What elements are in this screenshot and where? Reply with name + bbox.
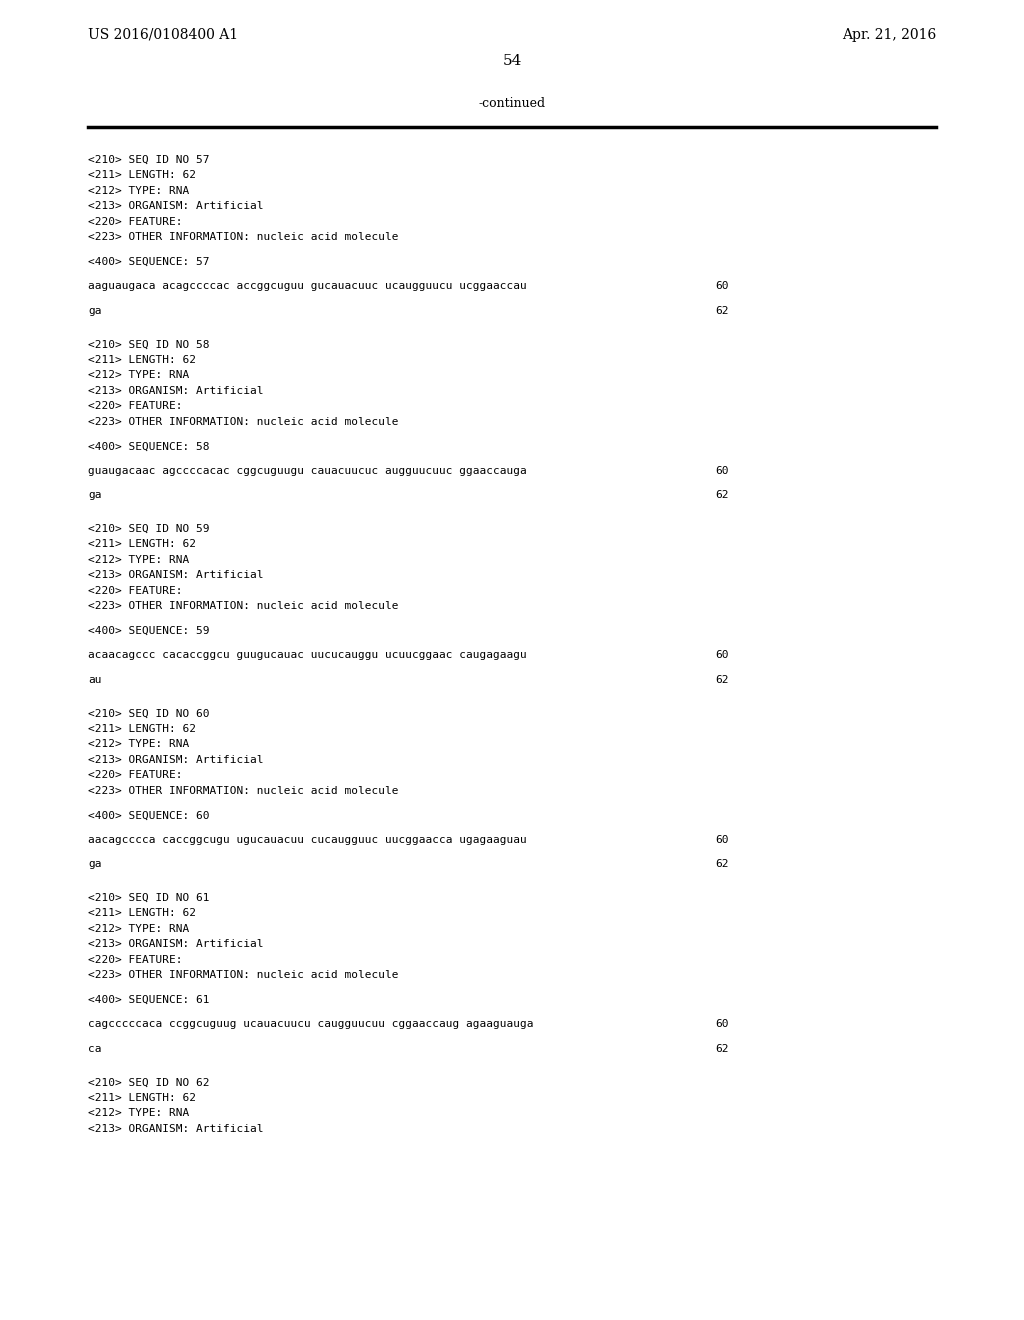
Text: <210> SEQ ID NO 60: <210> SEQ ID NO 60 (88, 709, 210, 718)
Text: <210> SEQ ID NO 62: <210> SEQ ID NO 62 (88, 1077, 210, 1088)
Text: cagcccccaca ccggcuguug ucauacuucu caugguucuu cggaaccaug agaaguauga: cagcccccaca ccggcuguug ucauacuucu cauggu… (88, 1019, 534, 1030)
Text: 54: 54 (503, 54, 521, 69)
Text: 62: 62 (715, 859, 728, 870)
Text: ga: ga (88, 306, 101, 315)
Text: ca: ca (88, 1044, 101, 1053)
Text: ga: ga (88, 491, 101, 500)
Text: <400> SEQUENCE: 60: <400> SEQUENCE: 60 (88, 810, 210, 821)
Text: au: au (88, 675, 101, 685)
Text: <210> SEQ ID NO 59: <210> SEQ ID NO 59 (88, 524, 210, 535)
Text: <211> LENGTH: 62: <211> LENGTH: 62 (88, 540, 196, 549)
Text: 60: 60 (715, 651, 728, 660)
Text: <211> LENGTH: 62: <211> LENGTH: 62 (88, 355, 196, 366)
Text: <400> SEQUENCE: 57: <400> SEQUENCE: 57 (88, 257, 210, 267)
Text: 60: 60 (715, 281, 728, 292)
Text: <213> ORGANISM: Artificial: <213> ORGANISM: Artificial (88, 385, 263, 396)
Text: <223> OTHER INFORMATION: nucleic acid molecule: <223> OTHER INFORMATION: nucleic acid mo… (88, 417, 398, 426)
Text: aacagcccca caccggcugu ugucauacuu cucaugguuc uucggaacca ugagaaguau: aacagcccca caccggcugu ugucauacuu cucaugg… (88, 836, 526, 845)
Text: <223> OTHER INFORMATION: nucleic acid molecule: <223> OTHER INFORMATION: nucleic acid mo… (88, 602, 398, 611)
Text: 62: 62 (715, 306, 728, 315)
Text: 60: 60 (715, 1019, 728, 1030)
Text: <212> TYPE: RNA: <212> TYPE: RNA (88, 924, 189, 935)
Text: 60: 60 (715, 836, 728, 845)
Text: <211> LENGTH: 62: <211> LENGTH: 62 (88, 170, 196, 181)
Text: aaguaugaca acagccccac accggcuguu gucauacuuc ucaugguucu ucggaaccau: aaguaugaca acagccccac accggcuguu gucauac… (88, 281, 526, 292)
Text: <220> FEATURE:: <220> FEATURE: (88, 954, 182, 965)
Text: <211> LENGTH: 62: <211> LENGTH: 62 (88, 908, 196, 919)
Text: <400> SEQUENCE: 59: <400> SEQUENCE: 59 (88, 626, 210, 636)
Text: <213> ORGANISM: Artificial: <213> ORGANISM: Artificial (88, 202, 263, 211)
Text: 60: 60 (715, 466, 728, 477)
Text: <220> FEATURE:: <220> FEATURE: (88, 771, 182, 780)
Text: <213> ORGANISM: Artificial: <213> ORGANISM: Artificial (88, 940, 263, 949)
Text: <213> ORGANISM: Artificial: <213> ORGANISM: Artificial (88, 1125, 263, 1134)
Text: <212> TYPE: RNA: <212> TYPE: RNA (88, 186, 189, 195)
Text: ga: ga (88, 859, 101, 870)
Text: <220> FEATURE:: <220> FEATURE: (88, 586, 182, 597)
Text: <212> TYPE: RNA: <212> TYPE: RNA (88, 1109, 189, 1118)
Text: <213> ORGANISM: Artificial: <213> ORGANISM: Artificial (88, 755, 263, 766)
Text: 62: 62 (715, 491, 728, 500)
Text: <211> LENGTH: 62: <211> LENGTH: 62 (88, 1093, 196, 1104)
Text: <212> TYPE: RNA: <212> TYPE: RNA (88, 371, 189, 380)
Text: 62: 62 (715, 675, 728, 685)
Text: <210> SEQ ID NO 58: <210> SEQ ID NO 58 (88, 339, 210, 350)
Text: <212> TYPE: RNA: <212> TYPE: RNA (88, 554, 189, 565)
Text: <220> FEATURE:: <220> FEATURE: (88, 401, 182, 412)
Text: 62: 62 (715, 1044, 728, 1053)
Text: -continued: -continued (478, 96, 546, 110)
Text: <223> OTHER INFORMATION: nucleic acid molecule: <223> OTHER INFORMATION: nucleic acid mo… (88, 970, 398, 981)
Text: <212> TYPE: RNA: <212> TYPE: RNA (88, 739, 189, 750)
Text: Apr. 21, 2016: Apr. 21, 2016 (842, 28, 936, 42)
Text: <223> OTHER INFORMATION: nucleic acid molecule: <223> OTHER INFORMATION: nucleic acid mo… (88, 785, 398, 796)
Text: <211> LENGTH: 62: <211> LENGTH: 62 (88, 723, 196, 734)
Text: acaacagccc cacaccggcu guugucauac uucucauggu ucuucggaac caugagaagu: acaacagccc cacaccggcu guugucauac uucucau… (88, 651, 526, 660)
Text: US 2016/0108400 A1: US 2016/0108400 A1 (88, 28, 239, 42)
Text: <400> SEQUENCE: 61: <400> SEQUENCE: 61 (88, 995, 210, 1005)
Text: <213> ORGANISM: Artificial: <213> ORGANISM: Artificial (88, 570, 263, 581)
Text: <210> SEQ ID NO 57: <210> SEQ ID NO 57 (88, 154, 210, 165)
Text: <220> FEATURE:: <220> FEATURE: (88, 216, 182, 227)
Text: <223> OTHER INFORMATION: nucleic acid molecule: <223> OTHER INFORMATION: nucleic acid mo… (88, 232, 398, 243)
Text: <400> SEQUENCE: 58: <400> SEQUENCE: 58 (88, 441, 210, 451)
Text: guaugacaac agccccacac cggcuguugu cauacuucuc augguucuuc ggaaccauga: guaugacaac agccccacac cggcuguugu cauacuu… (88, 466, 526, 477)
Text: <210> SEQ ID NO 61: <210> SEQ ID NO 61 (88, 894, 210, 903)
